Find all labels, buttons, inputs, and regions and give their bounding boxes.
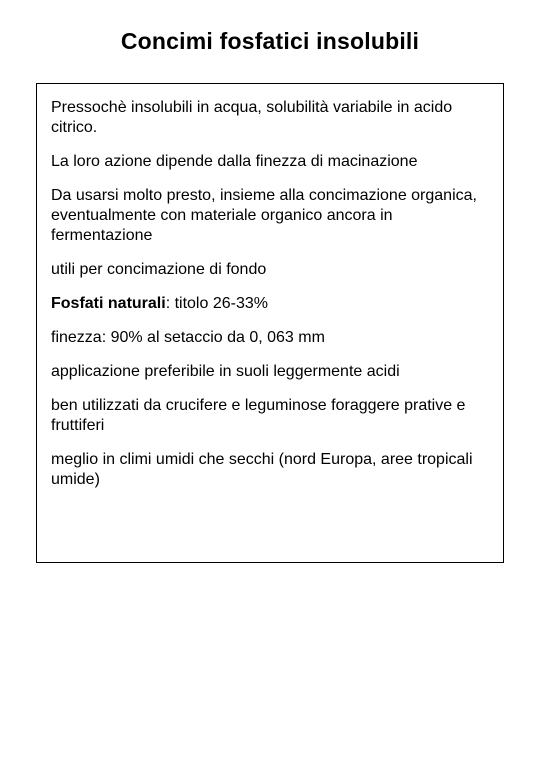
paragraph: meglio in climi umidi che secchi (nord E… bbox=[51, 450, 489, 490]
paragraph: utili per concimazione di fondo bbox=[51, 260, 489, 280]
paragraph: Fosfati naturali: titolo 26-33% bbox=[51, 294, 489, 314]
paragraph: finezza: 90% al setaccio da 0, 063 mm bbox=[51, 328, 489, 348]
bold-label: Fosfati naturali bbox=[51, 295, 166, 312]
paragraph: Pressochè insolubili in acqua, solubilit… bbox=[51, 98, 489, 138]
page-title: Concimi fosfatici insolubili bbox=[36, 28, 504, 55]
paragraph: La loro azione dipende dalla finezza di … bbox=[51, 152, 489, 172]
paragraph-text: : titolo 26-33% bbox=[166, 295, 268, 312]
paragraph: applicazione preferibile in suoli legger… bbox=[51, 362, 489, 382]
content-box: Pressochè insolubili in acqua, solubilit… bbox=[36, 83, 504, 563]
paragraph: Da usarsi molto presto, insieme alla con… bbox=[51, 186, 489, 246]
page: Concimi fosfatici insolubili Pressochè i… bbox=[0, 0, 540, 780]
paragraph: ben utilizzati da crucifere e leguminose… bbox=[51, 396, 489, 436]
